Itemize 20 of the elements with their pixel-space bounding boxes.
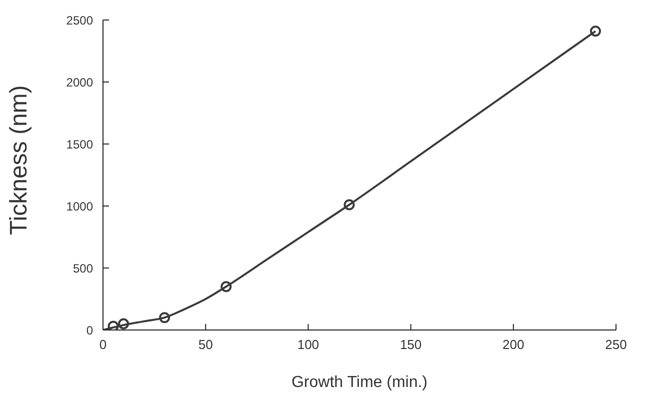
x-tick-label: 50 [198, 337, 213, 352]
y-tick-label: 1500 [66, 137, 94, 152]
point [118, 318, 130, 330]
point [159, 312, 170, 324]
y-tick-label: 2000 [66, 75, 94, 90]
x-tick-label: 200 [502, 337, 524, 352]
x-tick-label: 100 [297, 337, 320, 352]
point [220, 281, 232, 292]
x-axis-title: Growth Time (min.) [291, 374, 428, 391]
y-tick-label: 500 [72, 261, 94, 276]
point [108, 320, 119, 330]
x-tick-label: 150 [400, 337, 422, 352]
x-tick-label: 250 [605, 337, 627, 352]
y-tick-label: 2500 [66, 13, 94, 28]
x-tick-label: 0 [99, 337, 107, 352]
point [590, 26, 601, 37]
point [344, 199, 355, 210]
y-tick-label: 1000 [66, 199, 94, 214]
y-tick-label: 0 [86, 323, 94, 338]
y-axis-title: Tickness (nm) [6, 85, 33, 235]
